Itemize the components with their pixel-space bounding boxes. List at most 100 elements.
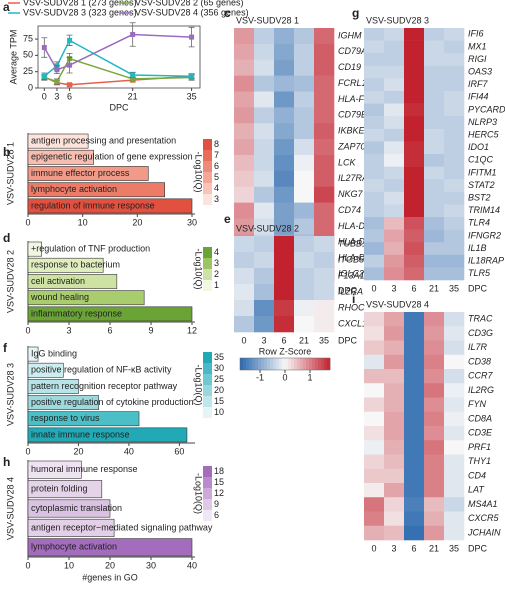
bar-label: IgG binding [31,348,77,358]
heatmap-cell [424,40,445,54]
panel-label: c [224,6,231,20]
heatmap-cell [274,155,295,172]
heatmap-cell [444,103,465,117]
heatmap-cell [294,155,315,172]
bar [27,346,39,362]
heatmap-cell [404,166,425,180]
heatmap-cell [444,204,465,218]
heatmap-cell [364,468,385,484]
heatmap-cell [254,43,275,61]
heatmap-cell [424,397,445,413]
colorbar-tick-label: 6 [214,510,219,520]
row-label: CD3E [468,428,493,438]
heatmap-cell [424,340,445,356]
bar [27,290,145,306]
heatmap-cell [384,411,405,427]
y-tick-label: 75 [23,33,33,43]
heatmap-cell [274,28,295,45]
heatmap-cell [314,252,335,269]
heatmap-cell [234,75,255,92]
heatmap-cell [274,284,295,301]
colorbar-step [261,358,265,370]
heatmap-title: VSV-SUDV28 4 [366,299,429,309]
bar-label: pattern recognition receptor pathway [31,381,178,391]
heatmap-cell [424,217,445,230]
y-axis-label: VSV-SUDV28 4 [5,477,15,540]
heatmap-cell [424,254,445,268]
heatmap-cell [364,116,385,130]
panel-label: e [224,212,231,226]
bar [27,149,94,165]
heatmap-cell [274,268,295,285]
heatmap-cell [444,254,465,268]
column-label: 6 [411,283,416,293]
heatmap-cell [294,28,315,45]
heatmap-cell [274,43,295,61]
colorbar-step [309,358,313,370]
heatmap-cell [384,340,405,356]
heatmap-cell [294,284,315,301]
heatmap-cell [364,128,385,142]
colorbar-swatch [203,161,212,172]
heatmap-cell [384,383,405,398]
bar-label: epigenetic regulation of gene expression [31,152,193,162]
column-label: 0 [371,283,376,293]
row-label: TLR5 [468,268,491,278]
bar-label: humoral immune response [31,464,138,474]
colorbar-swatch [203,183,212,194]
row-label: JCHAIN [467,527,501,537]
colorbar-step [297,358,301,370]
heatmap-cell [384,103,405,117]
heatmap-cell [254,28,275,45]
heatmap-cell [444,116,465,130]
row-label: IFNGR2 [468,230,501,240]
bar [27,274,118,289]
heatmap-cell [404,483,425,498]
colorbar-step [327,358,331,370]
heatmap-cell [294,252,315,269]
column-label: 35 [319,335,329,345]
x-tick-label: 6 [107,325,112,335]
row-label: IRF7 [468,79,488,89]
bar [27,427,188,443]
colorbar-tick-label: 4 [214,247,219,257]
heatmap-cell [314,300,335,317]
heatmap-cell [314,28,335,45]
x-tick-label: 6 [67,91,72,101]
bar-label: protein folding [31,483,88,493]
colorbar-tick-label: 18 [214,466,224,476]
x-tick-label: 60 [174,446,184,456]
row-label: IL18RAP [468,255,504,265]
panel-label: g [352,6,359,20]
point [130,76,136,82]
heatmap-cell [314,139,335,156]
x-tick-label: 9 [148,325,153,335]
legend-label: VSV-SUDV28 1 (273 genes) [23,0,137,7]
heatmap-cell [404,204,425,218]
heatmap-cell [404,53,425,67]
heatmap-cell [384,179,405,193]
colorbar-swatch [203,396,212,407]
colorbar-tick-label: 35 [214,352,224,362]
column-label: 35 [449,543,459,553]
heatmap-cell [444,229,465,243]
row-label: MX1 [468,41,487,51]
legend-label: VSV-SUDV28 3 (323 genes) [23,7,137,17]
heatmap-cell [274,236,295,253]
colorbar-tick-label: 8 [214,139,219,149]
heatmap-cell [294,218,315,235]
colorbar-step [324,358,328,370]
colorbar-step [318,358,322,370]
heatmap-cell [384,191,405,205]
colorbar-step [243,358,247,370]
bar [27,166,149,181]
heatmap-cell [254,252,275,269]
colorbar-step [282,358,286,370]
heatmap-cell [294,123,315,140]
heatmap-cell [234,202,255,219]
bar [27,241,42,257]
colorbar-swatch [203,510,212,521]
colorbar-label: -Log10(Q) [194,151,204,192]
y-tick-label: 0 [28,82,33,92]
